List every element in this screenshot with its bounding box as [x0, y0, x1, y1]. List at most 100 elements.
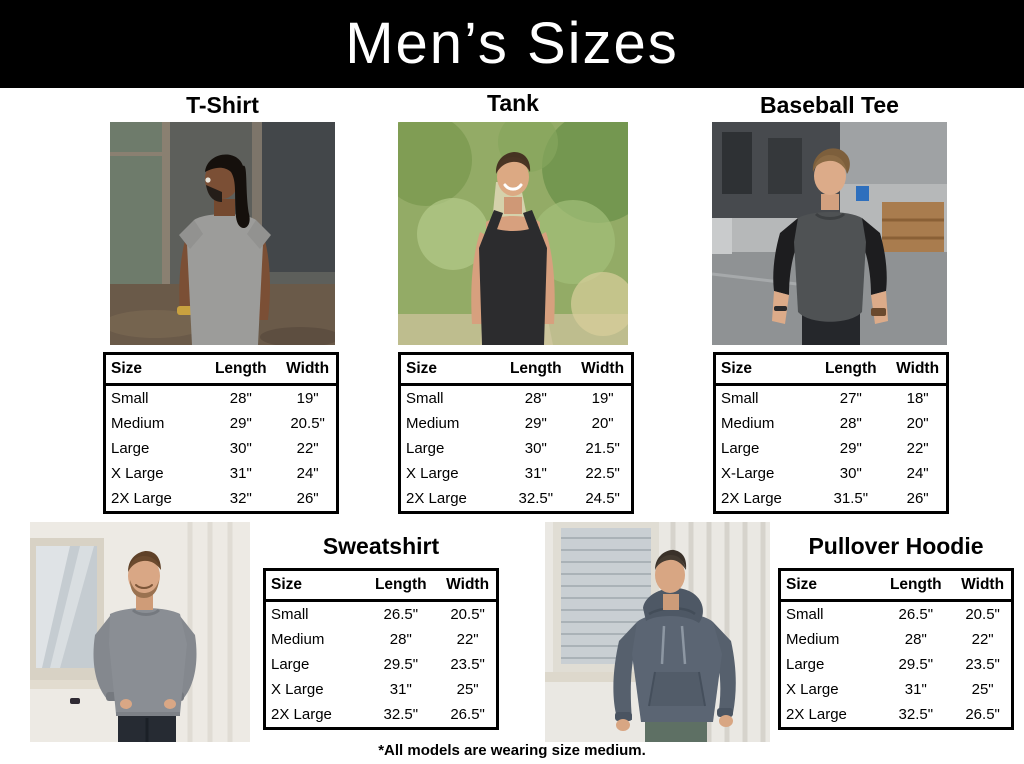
- size-cell: X-Large: [721, 465, 775, 482]
- width-cell: 26.5": [450, 706, 485, 723]
- size-cell: Medium: [786, 631, 840, 648]
- size-cell: Large: [406, 440, 445, 457]
- width-cell: 24.5": [585, 490, 620, 507]
- width-cell: 20.5": [965, 606, 1000, 623]
- size-row: Medium 29" 20.5": [105, 411, 338, 436]
- size-column-header: Size: [399, 353, 498, 386]
- size-column-header: Size: [104, 353, 203, 386]
- width-cell: 24": [906, 465, 929, 482]
- width-column-header: Width: [954, 569, 1013, 602]
- size-cell: Large: [786, 656, 825, 673]
- size-column-header: Size: [264, 569, 363, 602]
- size-table-header-row: Size Length Width: [714, 353, 948, 386]
- length-cell: 28": [229, 390, 252, 407]
- width-cell: 25": [971, 681, 994, 698]
- size-cell: Small: [111, 390, 149, 407]
- size-table-header-row: Size Length Width: [264, 569, 498, 602]
- size-table-header-row: Size Length Width: [779, 569, 1013, 602]
- length-cell: 31": [904, 681, 927, 698]
- size-cell: 2X Large: [111, 490, 172, 507]
- width-column-header: Width: [889, 353, 948, 386]
- size-row: Large 30" 21.5": [400, 436, 633, 461]
- pullover-hoodie-size-table: Size Length Width Small 26.5" 20.5" Medium 2…: [778, 568, 1014, 730]
- baseball-tee-size-table: Size Length Width Small 27" 18" Medium 28" 20…: [713, 352, 949, 514]
- size-cell: Medium: [111, 415, 165, 432]
- page-title: Men’s Sizes: [345, 11, 679, 76]
- length-cell: 30": [524, 440, 547, 457]
- size-row: X Large 31" 25": [780, 677, 1013, 702]
- size-cell: 2X Large: [721, 490, 782, 507]
- length-cell: 31.5": [833, 490, 869, 507]
- sweatshirt-size-table: Size Length Width Small 26.5" 20.5" Medium 2…: [263, 568, 499, 730]
- length-cell: 32.5": [518, 490, 554, 507]
- tshirt-model-photo: [110, 122, 335, 345]
- width-cell: 20": [591, 415, 614, 432]
- size-cell: Large: [271, 656, 310, 673]
- width-cell: 26": [296, 490, 319, 507]
- baseball-tee-model-photo: [712, 122, 947, 345]
- baseball-tee-title: Baseball Tee: [760, 92, 899, 118]
- width-cell: 20": [906, 415, 929, 432]
- length-cell: 29": [524, 415, 547, 432]
- size-row: 2X Large 32.5" 24.5": [400, 486, 633, 513]
- size-row: X Large 31" 22.5": [400, 461, 633, 486]
- pullover-hoodie-title: Pullover Hoodie: [808, 533, 984, 559]
- size-row: Large 29.5" 23.5": [780, 652, 1013, 677]
- tank-size-table: Size Length Width Small 28" 19" Medium 29" 20…: [398, 352, 634, 514]
- size-column-header: Size: [714, 353, 813, 386]
- tshirt-title: T-Shirt: [186, 92, 259, 118]
- width-cell: 22.5": [585, 465, 620, 482]
- models-size-footnote: *All models are wearing size medium.: [378, 742, 646, 759]
- tank-title: Tank: [487, 90, 539, 116]
- size-cell: 2X Large: [406, 490, 467, 507]
- size-row: Small 28" 19": [105, 385, 338, 412]
- length-cell: 28": [389, 631, 412, 648]
- pullover-hoodie-model-photo: [545, 522, 770, 742]
- length-column-header: Length: [497, 353, 575, 386]
- size-row: 2X Large 31.5" 26": [715, 486, 948, 513]
- width-cell: 20.5": [450, 606, 485, 623]
- size-cell: Small: [406, 390, 444, 407]
- width-cell: 24": [296, 465, 319, 482]
- width-cell: 25": [456, 681, 479, 698]
- width-cell: 18": [906, 390, 929, 407]
- size-cell: X Large: [406, 465, 459, 482]
- size-cell: Small: [271, 606, 309, 623]
- length-cell: 29.5": [898, 656, 934, 673]
- length-column-header: Length: [877, 569, 955, 602]
- length-cell: 26.5": [383, 606, 419, 623]
- size-cell: X Large: [786, 681, 839, 698]
- length-cell: 29.5": [383, 656, 419, 673]
- sweatshirt-title: Sweatshirt: [322, 533, 440, 559]
- size-row: Medium 28" 22": [265, 627, 498, 652]
- tank-model-photo: [398, 122, 628, 345]
- length-cell: 31": [229, 465, 252, 482]
- width-cell: 20.5": [290, 415, 325, 432]
- length-column-header: Length: [202, 353, 280, 386]
- size-cell: Medium: [721, 415, 775, 432]
- length-column-header: Length: [812, 353, 890, 386]
- length-cell: 30": [839, 465, 862, 482]
- size-row: Large 29.5" 23.5": [265, 652, 498, 677]
- size-row: Medium 28" 20": [715, 411, 948, 436]
- size-table-header-row: Size Length Width: [399, 353, 633, 386]
- size-row: 2X Large 32.5" 26.5": [265, 702, 498, 729]
- size-row: Large 29" 22": [715, 436, 948, 461]
- size-row: 2X Large 32.5" 26.5": [780, 702, 1013, 729]
- length-cell: 31": [389, 681, 412, 698]
- length-cell: 28": [524, 390, 547, 407]
- size-table-header-row: Size Length Width: [104, 353, 338, 386]
- size-cell: Large: [111, 440, 150, 457]
- size-cell: X Large: [111, 465, 164, 482]
- length-cell: 28": [904, 631, 927, 648]
- size-row: Small 26.5" 20.5": [265, 601, 498, 628]
- width-column-header: Width: [439, 569, 498, 602]
- size-cell: 2X Large: [271, 706, 332, 723]
- length-cell: 26.5": [898, 606, 934, 623]
- width-cell: 22": [296, 440, 319, 457]
- width-cell: 19": [591, 390, 614, 407]
- width-cell: 22": [456, 631, 479, 648]
- width-column-header: Width: [574, 353, 633, 386]
- size-cell: Medium: [271, 631, 325, 648]
